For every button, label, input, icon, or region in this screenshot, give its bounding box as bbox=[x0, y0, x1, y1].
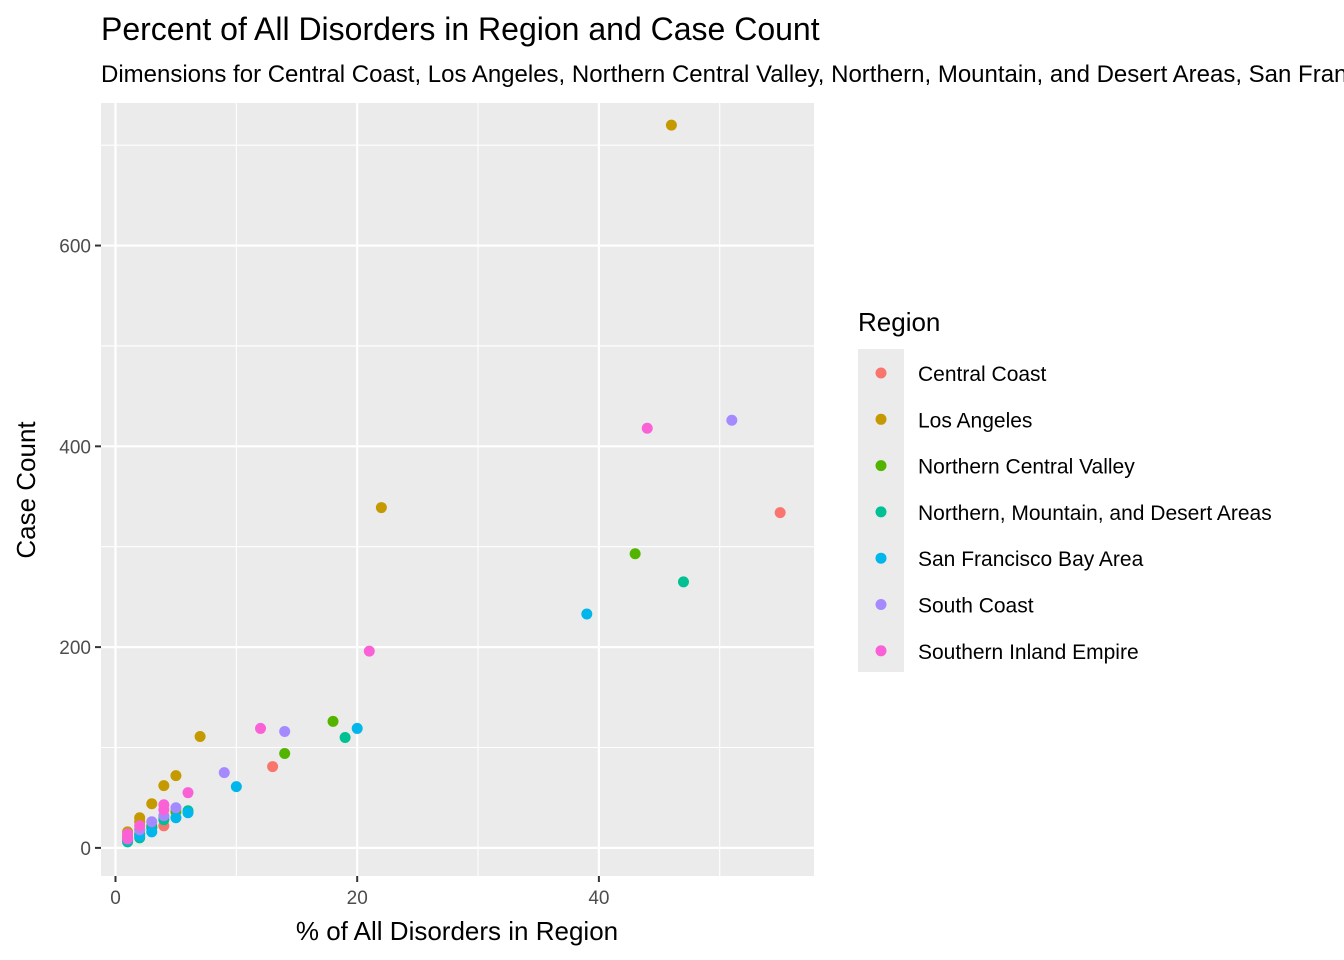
data-point bbox=[677, 576, 689, 588]
data-point bbox=[158, 780, 170, 792]
data-point bbox=[339, 731, 351, 743]
data-point bbox=[255, 722, 267, 734]
legend-key bbox=[875, 413, 887, 425]
data-point bbox=[230, 781, 242, 793]
legend-title: Region bbox=[858, 307, 940, 337]
legend-label: San Francisco Bay Area bbox=[918, 548, 1144, 571]
data-point bbox=[363, 645, 375, 657]
data-point bbox=[146, 826, 158, 838]
x-tick-label: 20 bbox=[347, 888, 368, 909]
data-point bbox=[170, 770, 182, 782]
legend-key bbox=[875, 506, 887, 518]
data-point bbox=[665, 119, 677, 131]
legend-key bbox=[875, 552, 887, 564]
grid-minor bbox=[101, 103, 814, 876]
data-point bbox=[641, 422, 653, 434]
data-point bbox=[134, 820, 146, 832]
legend-key bbox=[875, 645, 887, 657]
legend-key bbox=[875, 599, 887, 610]
data-point bbox=[146, 816, 158, 828]
y-tick-label: 400 bbox=[59, 437, 91, 458]
data-point bbox=[182, 807, 194, 819]
data-point bbox=[122, 833, 134, 845]
y-tick-label: 0 bbox=[80, 839, 91, 860]
data-point bbox=[267, 761, 279, 773]
legend: Region Central Coast Los Angeles Northern … bbox=[858, 307, 1272, 672]
data-point bbox=[146, 798, 158, 810]
plot-panel bbox=[101, 103, 814, 876]
x-tick-label: 0 bbox=[110, 888, 121, 909]
data-point bbox=[629, 548, 641, 560]
legend-label: South Coast bbox=[918, 595, 1034, 618]
legend-key bbox=[875, 367, 887, 379]
data-point bbox=[774, 507, 786, 519]
x-axis-title: % of All Disorders in Region bbox=[296, 916, 618, 946]
chart-title: Percent of All Disorders in Region and C… bbox=[101, 11, 820, 47]
y-tick-label: 200 bbox=[59, 638, 91, 659]
data-point bbox=[327, 715, 339, 727]
y-tick-label: 600 bbox=[59, 237, 91, 258]
chart-subtitle: Dimensions for Central Coast, Los Angele… bbox=[101, 61, 1344, 88]
data-point bbox=[581, 608, 593, 620]
plot-area bbox=[101, 103, 814, 876]
data-point bbox=[170, 802, 182, 814]
data-point bbox=[182, 787, 194, 799]
legend-label: Los Angeles bbox=[918, 409, 1032, 432]
y-axis-title: Case Count bbox=[11, 421, 41, 559]
legend-items: Central Coast Los Angeles Northern Central… bbox=[875, 363, 1272, 664]
data-points bbox=[122, 119, 786, 848]
data-point bbox=[279, 748, 291, 760]
data-point bbox=[375, 502, 387, 514]
data-point bbox=[218, 767, 230, 779]
legend-label: Northern, Mountain, and Desert Areas bbox=[918, 502, 1272, 525]
x-axis: 0 20 40 bbox=[110, 876, 609, 909]
data-point bbox=[351, 722, 363, 734]
data-point bbox=[170, 812, 182, 824]
data-point bbox=[158, 804, 170, 816]
legend-label: Central Coast bbox=[918, 363, 1047, 386]
data-point bbox=[726, 414, 738, 426]
legend-label: Northern Central Valley bbox=[918, 456, 1135, 479]
legend-key bbox=[875, 460, 887, 472]
data-point bbox=[194, 730, 206, 742]
y-axis: 0 200 400 600 bbox=[59, 237, 101, 860]
grid-major bbox=[101, 103, 814, 876]
legend-label: Southern Inland Empire bbox=[918, 641, 1139, 664]
data-point bbox=[279, 725, 291, 737]
x-tick-label: 40 bbox=[588, 888, 609, 909]
